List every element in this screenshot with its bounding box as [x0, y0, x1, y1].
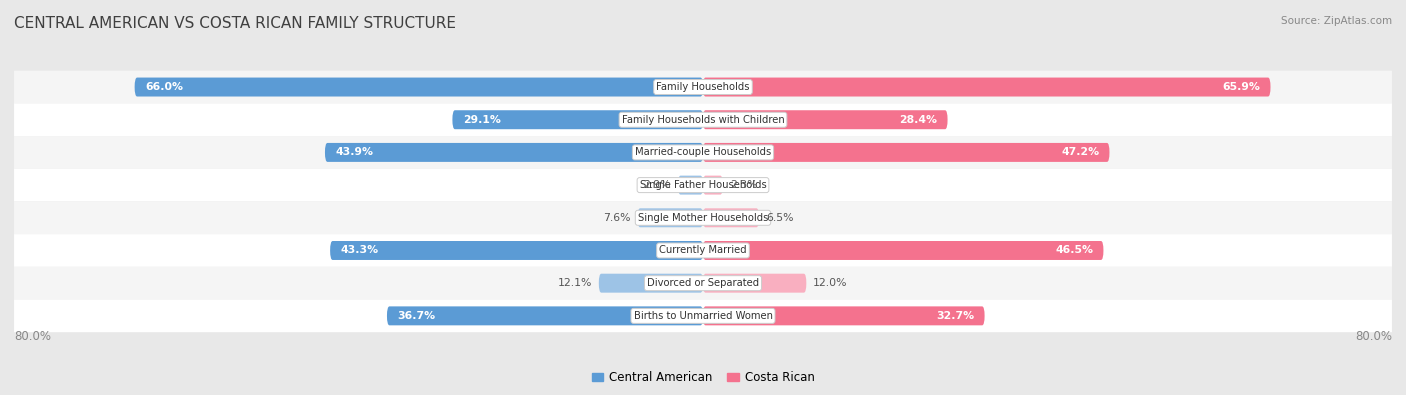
FancyBboxPatch shape — [453, 110, 703, 129]
Text: CENTRAL AMERICAN VS COSTA RICAN FAMILY STRUCTURE: CENTRAL AMERICAN VS COSTA RICAN FAMILY S… — [14, 16, 456, 31]
FancyBboxPatch shape — [14, 71, 1392, 103]
FancyBboxPatch shape — [637, 208, 703, 227]
Text: 43.9%: 43.9% — [335, 147, 373, 158]
Text: 46.5%: 46.5% — [1054, 245, 1092, 256]
FancyBboxPatch shape — [703, 110, 948, 129]
Text: 12.1%: 12.1% — [558, 278, 592, 288]
FancyBboxPatch shape — [14, 169, 1392, 201]
FancyBboxPatch shape — [678, 176, 703, 195]
Text: Single Father Households: Single Father Households — [640, 180, 766, 190]
Text: 2.3%: 2.3% — [730, 180, 758, 190]
FancyBboxPatch shape — [14, 201, 1392, 234]
Text: 2.9%: 2.9% — [644, 180, 671, 190]
Text: 29.1%: 29.1% — [463, 115, 501, 125]
Text: Family Households with Children: Family Households with Children — [621, 115, 785, 125]
FancyBboxPatch shape — [325, 143, 703, 162]
FancyBboxPatch shape — [14, 136, 1392, 169]
Text: Divorced or Separated: Divorced or Separated — [647, 278, 759, 288]
FancyBboxPatch shape — [599, 274, 703, 293]
Text: 80.0%: 80.0% — [1355, 330, 1392, 343]
Text: 66.0%: 66.0% — [145, 82, 183, 92]
Text: Births to Unmarried Women: Births to Unmarried Women — [634, 311, 772, 321]
Text: Married-couple Households: Married-couple Households — [636, 147, 770, 158]
Text: 65.9%: 65.9% — [1222, 82, 1260, 92]
Text: 32.7%: 32.7% — [936, 311, 974, 321]
FancyBboxPatch shape — [330, 241, 703, 260]
FancyBboxPatch shape — [703, 241, 1104, 260]
Text: 47.2%: 47.2% — [1062, 147, 1099, 158]
FancyBboxPatch shape — [703, 77, 1271, 96]
FancyBboxPatch shape — [387, 307, 703, 325]
Text: 12.0%: 12.0% — [813, 278, 848, 288]
FancyBboxPatch shape — [703, 307, 984, 325]
FancyBboxPatch shape — [14, 267, 1392, 299]
FancyBboxPatch shape — [14, 103, 1392, 136]
FancyBboxPatch shape — [703, 143, 1109, 162]
FancyBboxPatch shape — [135, 77, 703, 96]
Text: 36.7%: 36.7% — [398, 311, 436, 321]
FancyBboxPatch shape — [703, 208, 759, 227]
Text: Currently Married: Currently Married — [659, 245, 747, 256]
FancyBboxPatch shape — [703, 274, 807, 293]
FancyBboxPatch shape — [14, 299, 1392, 332]
FancyBboxPatch shape — [14, 234, 1392, 267]
Text: 28.4%: 28.4% — [900, 115, 938, 125]
Text: 7.6%: 7.6% — [603, 213, 631, 223]
FancyBboxPatch shape — [703, 176, 723, 195]
Legend: Central American, Costa Rican: Central American, Costa Rican — [586, 367, 820, 389]
Text: Single Mother Households: Single Mother Households — [638, 213, 768, 223]
Text: Source: ZipAtlas.com: Source: ZipAtlas.com — [1281, 16, 1392, 26]
Text: 43.3%: 43.3% — [340, 245, 378, 256]
Text: 6.5%: 6.5% — [766, 213, 793, 223]
Text: Family Households: Family Households — [657, 82, 749, 92]
Text: 80.0%: 80.0% — [14, 330, 51, 343]
